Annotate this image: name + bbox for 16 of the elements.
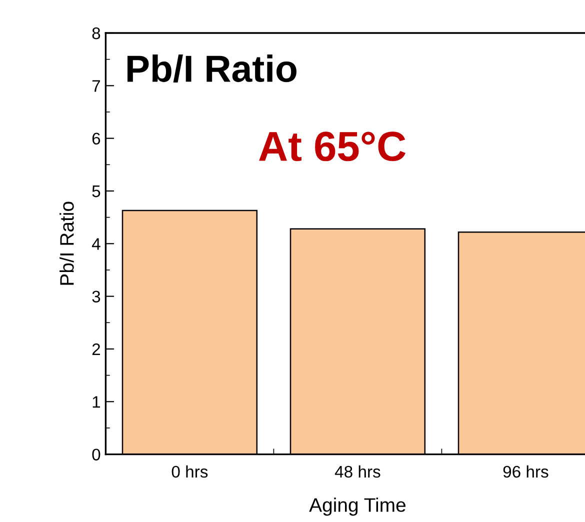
x-tick-label: 0 hrs <box>172 465 208 478</box>
y-axis-title: Pb/I Ratio <box>60 202 74 285</box>
chart-title: Pb/I Ratio <box>128 54 296 82</box>
y-tick-label: 5 <box>92 186 100 198</box>
x-tick-label: 96 hrs <box>503 465 548 478</box>
y-tick-label: 2 <box>92 343 100 356</box>
x-axis-title: Aging Time <box>309 498 406 516</box>
annotation: At 65°C <box>259 132 406 162</box>
y-tick-label: 0 <box>92 448 100 461</box>
y-tick-label: 4 <box>92 238 100 250</box>
y-tick-label: 3 <box>92 290 100 303</box>
x-tick-label: 48 hrs <box>334 465 380 478</box>
y-tick-label: 1 <box>92 396 100 408</box>
y-tick-label: 7 <box>92 80 100 92</box>
y-tick-label: 6 <box>92 132 100 145</box>
y-tick-label: 8 <box>92 27 100 40</box>
